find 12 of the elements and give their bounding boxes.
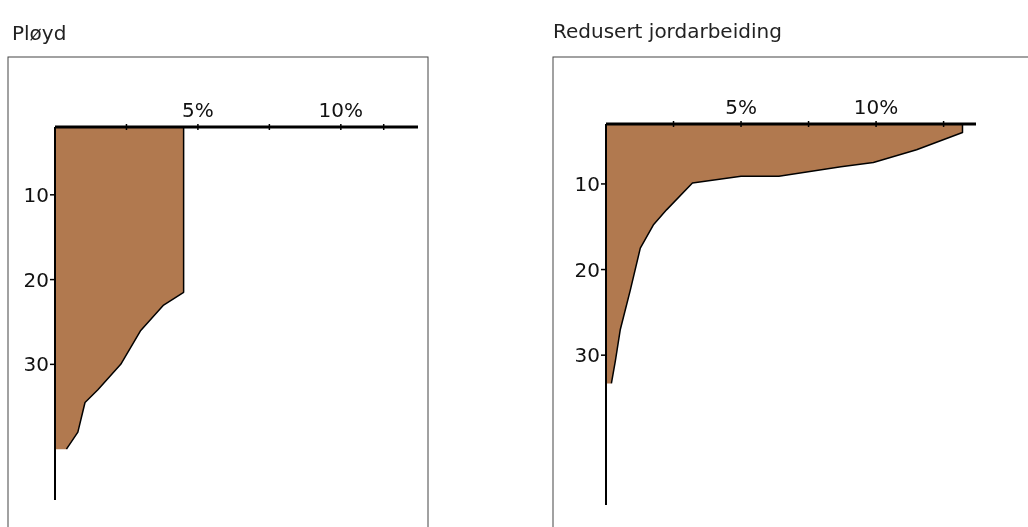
x-tick-label: 5% xyxy=(725,95,757,119)
y-tick-label: 10 xyxy=(23,182,49,207)
y-tick-label: 20 xyxy=(574,257,600,282)
chart-title: Redusert jordarbeiding xyxy=(553,19,782,43)
x-tick-label: 5% xyxy=(182,98,214,122)
y-tick-label: 30 xyxy=(23,352,49,377)
x-tick-label: 10% xyxy=(318,98,364,122)
y-tick-label: 10 xyxy=(574,171,600,196)
y-tick-label: 30 xyxy=(574,343,600,368)
y-tick-label: 20 xyxy=(23,267,49,292)
x-tick-label: 10% xyxy=(853,95,899,119)
chart-title: Pløyd xyxy=(12,21,67,45)
